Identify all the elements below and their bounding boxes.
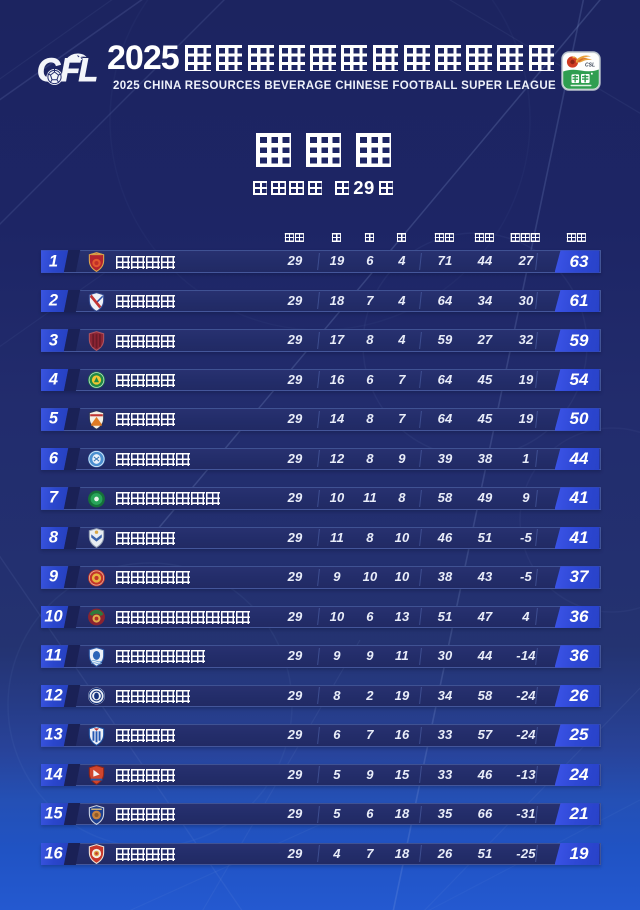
svg-text:CSL: CSL — [585, 63, 595, 69]
